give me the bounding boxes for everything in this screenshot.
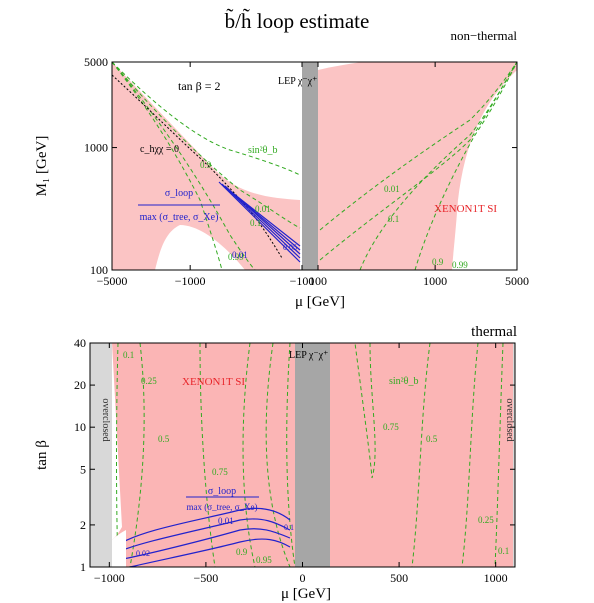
top-excluded-region-right (318, 62, 517, 270)
contour-label: 0.9 (432, 257, 444, 267)
chart-annotation: sin²θ_b (248, 145, 277, 156)
contour-label: 0.95 (256, 555, 272, 565)
contour-label: 0.1 (388, 214, 399, 224)
contour-label: 0.99 (452, 260, 468, 270)
figure-title: b̃/h̃ loop estimate (225, 8, 370, 33)
contour-label: 0.5 (158, 434, 170, 444)
top-y-ticks: 100 1000 5000 (84, 55, 517, 277)
y-tick-label: 100 (90, 263, 108, 277)
y-tick-label: 10 (74, 420, 86, 434)
bottom-panel-label: thermal (471, 324, 517, 340)
contour-label: 0.5 (426, 434, 438, 444)
bottom-plot-area (90, 343, 515, 567)
bottom-y-ticks: 1 2 5 10 20 40 (74, 336, 515, 574)
y-tick-label: 2 (80, 518, 86, 532)
x-tick-label: −500 (194, 571, 219, 585)
contour-label: 0.1 (498, 546, 509, 556)
top-annotations: tan β = 2 LEP χ⁻χ⁺ c_hχχ = 0 sin²θ_b XENON1T… (140, 76, 498, 223)
contour-label: 0.9 (200, 160, 212, 170)
y-tick-label: 40 (74, 336, 86, 350)
chart-annotation: σ_loop (165, 188, 193, 199)
top-sin2-contours (112, 62, 517, 270)
y-tick-label: 1000 (84, 141, 108, 155)
top-loop-contours (218, 181, 301, 263)
chart-annotation: tan β = 2 (178, 79, 221, 93)
chart-annotation: LEP χ⁻χ⁺ (278, 76, 317, 87)
bottom-loop-contours (117, 507, 291, 567)
chart-annotation: XENON1T SI (182, 376, 245, 388)
contour-label: 0.25 (141, 376, 157, 386)
chart-annotation: LEP χ⁻χ⁺ (289, 350, 328, 361)
contour-label: 0.9 (236, 547, 248, 557)
bottom-lep-band (295, 343, 330, 567)
bottom-annotations: overclosed overclosed XENON1T SI LEP χ⁻χ⁺ si… (100, 350, 515, 512)
x-tick-label: 1000 (423, 274, 447, 288)
chart-annotation: overclosed (100, 398, 111, 441)
contour-label: 0.01 (218, 516, 234, 526)
top-chhh-zero-line (112, 74, 283, 259)
top-lep-band (302, 62, 318, 270)
bottom-x-ticks: −1000 −500 0 500 1000 (94, 343, 508, 585)
x-tick-label: 0 (300, 571, 306, 585)
contour-label: 0.75 (383, 422, 399, 432)
top-contour-labels: 0.90.010.10.990.010.10.9 0.990.010.05 (200, 160, 468, 270)
contour-label: 0.25 (478, 515, 494, 525)
bottom-sin2-contours (116, 343, 504, 567)
contour-label: 0.99 (228, 252, 244, 262)
chart-annotation: max (σ_tree, σ_Xe) (140, 212, 219, 223)
top-excluded-region-left (112, 62, 300, 270)
x-tick-label: 5000 (505, 274, 529, 288)
chart-annotation: c_hχχ = 0 (140, 144, 179, 155)
top-frame (111, 61, 518, 271)
contour-label: 0.75 (212, 467, 228, 477)
y-tick-label: 5 (80, 462, 86, 476)
bottom-contour-labels: 0.1 0.25 0.5 0.75 0.9 0.95 0.75 0.5 0.25 0.1 0.01 0… (123, 350, 509, 565)
contour-label: 0.01 (384, 184, 400, 194)
top-panel-label: non−thermal (450, 28, 517, 43)
bottom-x-axis-title: μ [GeV] (281, 586, 331, 602)
x-tick-label: −1000 (175, 274, 206, 288)
chart-annotation: σ_loop (208, 486, 236, 497)
y-tick-label: 1 (80, 560, 86, 574)
top-x-axis-title: μ [GeV] (295, 294, 345, 310)
x-tick-label: −100 (290, 274, 315, 288)
chart-annotation: max (σ_tree, σ_Xe) (187, 502, 258, 512)
contour-label: 0.02 (136, 549, 150, 558)
x-tick-label: 100 (309, 274, 327, 288)
contour-label: 0.1 (250, 218, 261, 228)
top-y-axis-title: M₁ [GeV] (34, 136, 50, 197)
x-tick-label: −5000 (97, 274, 128, 288)
bottom-panel: −1000 −500 0 500 1000 1 2 5 10 20 40 thermal μ [G… (34, 324, 517, 602)
chart-annotation: sin²θ_b (389, 376, 418, 387)
contour-label: 0.01 (232, 250, 248, 260)
contour-label: 0.05 (283, 243, 297, 252)
bottom-white-gap (112, 530, 126, 567)
x-tick-label: 1000 (484, 571, 508, 585)
x-tick-label: 500 (390, 571, 408, 585)
y-tick-label: 5000 (84, 55, 108, 69)
contour-label: 0.1 (284, 523, 294, 532)
x-tick-label: −1000 (94, 571, 125, 585)
chart-annotation: overclosed (504, 398, 515, 441)
bottom-overclosed-right (513, 343, 515, 567)
contour-label: 0.1 (123, 350, 134, 360)
top-plot-area (112, 62, 517, 270)
bottom-overclosed-left (90, 343, 112, 567)
chart-annotation: XENON1T SI (434, 203, 497, 215)
bottom-y-axis-title: tan β (34, 440, 50, 470)
contour-label: 0.01 (255, 204, 271, 214)
y-tick-label: 20 (74, 378, 86, 392)
bottom-excluded-region-right (330, 343, 513, 567)
